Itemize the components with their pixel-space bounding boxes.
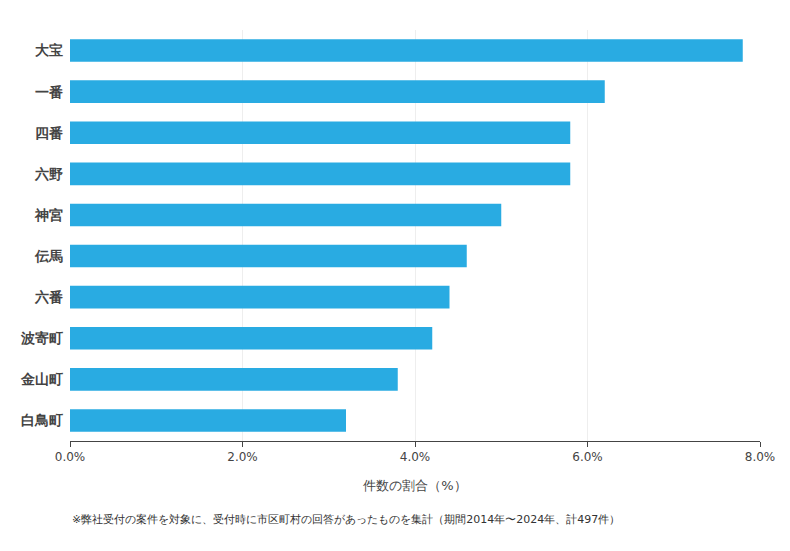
svg-text:※弊社受付の案件を対象に、受付時に市区町村の回答があったもの: ※弊社受付の案件を対象に、受付時に市区町村の回答があったものを集計（期間2014… xyxy=(72,513,620,526)
svg-text:白鳥町: 白鳥町 xyxy=(21,412,63,428)
svg-text:4.0%: 4.0% xyxy=(400,450,431,464)
svg-text:六番: 六番 xyxy=(34,289,63,305)
svg-text:金山町: 金山町 xyxy=(20,371,63,387)
svg-text:大宝: 大宝 xyxy=(35,42,63,58)
svg-text:四番: 四番 xyxy=(35,125,63,141)
svg-text:2.0%: 2.0% xyxy=(227,450,258,464)
svg-text:件数の割合（%）: 件数の割合（%） xyxy=(363,478,466,493)
svg-text:波寄町: 波寄町 xyxy=(20,330,63,346)
svg-text:一番: 一番 xyxy=(35,84,63,100)
svg-text:6.0%: 6.0% xyxy=(572,450,603,464)
svg-text:0.0%: 0.0% xyxy=(55,450,86,464)
svg-text:神宮: 神宮 xyxy=(34,207,63,223)
svg-text:8.0%: 8.0% xyxy=(745,450,776,464)
svg-text:六野: 六野 xyxy=(34,166,63,182)
svg-text:伝馬: 伝馬 xyxy=(34,248,63,264)
